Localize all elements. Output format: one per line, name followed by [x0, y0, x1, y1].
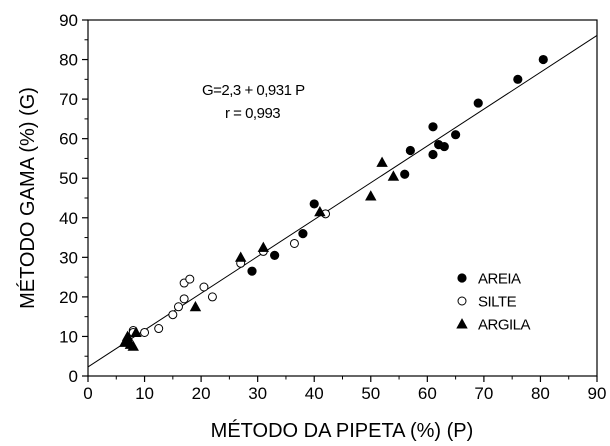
x-tick-label: 10 [135, 384, 154, 403]
y-tick-label: 0 [69, 367, 78, 386]
data-point-areia [298, 229, 308, 239]
x-axis-title: MÉTODO DA PIPETA (%) (P) [211, 419, 474, 442]
data-points [119, 54, 548, 351]
data-point-areia [473, 98, 483, 108]
data-point-argila [365, 190, 377, 201]
data-point-areia [405, 145, 415, 156]
y-tick-label: 60 [59, 130, 78, 149]
data-point-areia [270, 250, 280, 260]
equation-annotation: G=2,3 + 0,931 P [202, 82, 305, 99]
data-point-argila [387, 170, 400, 181]
data-point-areia [247, 266, 257, 276]
legend-label-areia: AREIA [478, 271, 521, 288]
x-tick-label: 20 [192, 384, 211, 403]
legend-marker-silte [457, 296, 467, 306]
data-point-silte [199, 282, 209, 292]
x-tick-label: 50 [361, 384, 380, 403]
data-point-silte [185, 274, 195, 284]
x-tick-label: 80 [531, 384, 550, 403]
plot-axes: 0 10 20 30 40 50 60 70 80 90 0 10 20 30 40 50 60 70 80 90 [59, 11, 606, 403]
data-point-areia [538, 54, 548, 65]
x-tick-label: 70 [474, 384, 493, 403]
data-point-argila [127, 340, 139, 351]
y-tick-label: 70 [59, 90, 78, 109]
data-point-areia [400, 169, 410, 179]
legend-marker-argila [456, 318, 468, 329]
legend-marker-areia [457, 273, 467, 283]
legend: AREIA SILTE ARGILA [456, 271, 531, 334]
y-tick-label: 30 [59, 248, 78, 267]
data-point-silte [168, 310, 178, 320]
data-point-argila [234, 251, 247, 262]
data-point-argila [130, 326, 142, 337]
y-tick-label: 50 [59, 169, 78, 188]
data-point-areia [451, 130, 461, 140]
legend-label-silte: SILTE [478, 294, 517, 311]
data-point-silte [140, 327, 150, 337]
data-point-argila [257, 241, 270, 252]
data-point-areia [428, 149, 438, 160]
y-tick-label: 80 [59, 51, 78, 70]
data-point-silte [207, 292, 217, 302]
legend-label-argila: ARGILA [478, 317, 531, 334]
series-areia [247, 54, 548, 276]
x-tick-label: 30 [248, 384, 267, 403]
correlation-annotation: r = 0,993 [225, 105, 280, 122]
x-tick-label: 0 [83, 384, 92, 403]
annotations: G=2,3 + 0,931 P r = 0,993 [202, 82, 306, 122]
data-point-argila [189, 300, 202, 312]
x-tick-label: 90 [588, 384, 607, 403]
y-tick-label: 90 [59, 11, 78, 30]
data-point-argila [314, 206, 326, 217]
data-point-areia [309, 199, 319, 209]
data-point-areia [513, 74, 523, 84]
y-tick-label: 10 [59, 327, 78, 346]
series-argila [119, 156, 400, 351]
y-axis-title: MÉTODO GAMA (%) (G) [16, 87, 39, 309]
data-point-areia [428, 122, 438, 132]
y-tick-label: 40 [59, 209, 78, 228]
data-point-silte [154, 324, 164, 334]
data-point-silte [289, 238, 299, 248]
data-point-argila [121, 330, 134, 341]
data-point-areia [439, 141, 449, 152]
x-tick-label: 40 [305, 384, 324, 403]
data-point-argila [376, 156, 388, 167]
data-point-silte [173, 302, 183, 312]
x-tick-label: 60 [418, 384, 437, 403]
y-tick-label: 20 [59, 288, 78, 307]
data-point-silte [179, 294, 189, 304]
